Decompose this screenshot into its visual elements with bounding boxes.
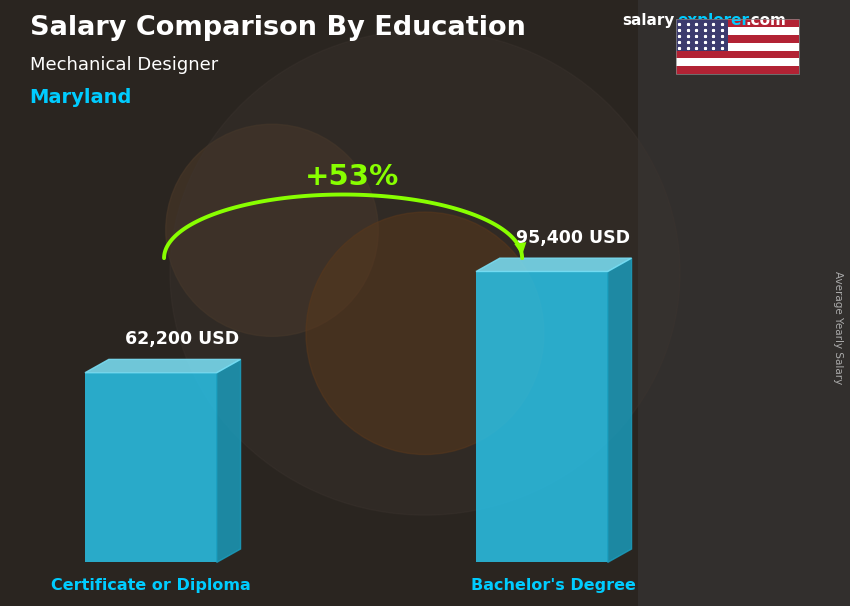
Polygon shape	[608, 258, 632, 562]
Bar	[85, 373, 217, 562]
Text: Maryland: Maryland	[30, 88, 132, 107]
Bar	[676, 19, 799, 74]
Bar	[676, 27, 799, 35]
Bar	[676, 43, 799, 50]
Ellipse shape	[170, 30, 680, 515]
Bar	[676, 19, 799, 27]
Bar	[676, 50, 799, 58]
Bar	[676, 66, 799, 74]
Ellipse shape	[306, 212, 544, 454]
Polygon shape	[85, 359, 241, 373]
Bar	[676, 19, 728, 50]
Text: Average Yearly Salary: Average Yearly Salary	[833, 271, 843, 384]
Bar	[676, 58, 799, 66]
Bar	[476, 271, 608, 562]
Text: Salary Comparison By Education: Salary Comparison By Education	[30, 15, 525, 41]
Polygon shape	[217, 359, 241, 562]
Text: Mechanical Designer: Mechanical Designer	[30, 56, 218, 74]
Bar	[676, 35, 799, 43]
Text: salary: salary	[622, 13, 675, 28]
Bar	[638, 0, 850, 606]
Polygon shape	[476, 258, 632, 271]
Text: explorer: explorer	[677, 13, 750, 28]
Text: Bachelor's Degree: Bachelor's Degree	[472, 578, 636, 593]
Text: Certificate or Diploma: Certificate or Diploma	[51, 578, 251, 593]
Text: 62,200 USD: 62,200 USD	[124, 330, 239, 348]
Ellipse shape	[166, 124, 378, 336]
Text: 95,400 USD: 95,400 USD	[515, 229, 630, 247]
Text: +53%: +53%	[304, 164, 399, 191]
Text: .com: .com	[745, 13, 786, 28]
